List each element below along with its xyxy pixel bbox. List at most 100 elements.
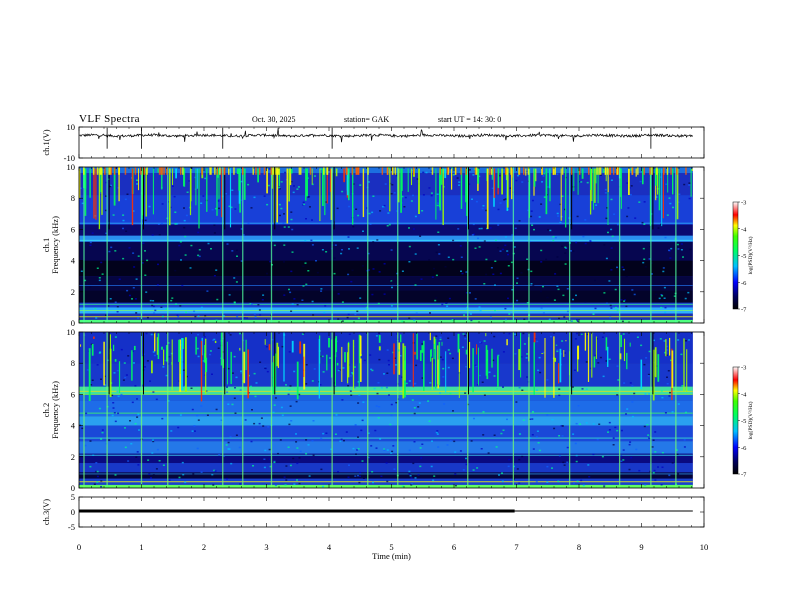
spectrogram-cell [191, 408, 194, 411]
hot-cell [588, 167, 590, 175]
spectrogram-cell [380, 475, 383, 477]
spectrogram-cell [249, 303, 252, 305]
spectrogram-cell [301, 299, 304, 301]
spectrogram-cell [471, 234, 474, 236]
spectrogram-cell [599, 356, 602, 359]
hot-cell [604, 167, 607, 175]
spectrogram-cell [683, 446, 686, 448]
spectrogram-cell [357, 317, 360, 320]
spectrogram-cell [626, 215, 629, 218]
spectrogram-cell [310, 239, 313, 242]
spectrogram-cell [217, 200, 220, 202]
spectrogram-cell [278, 186, 281, 189]
spectrogram-cell [576, 332, 578, 335]
spectrogram-cell [383, 449, 386, 451]
spectrogram-cell [502, 429, 505, 431]
spectrogram-cell [605, 257, 608, 260]
spectrogram-cell [422, 194, 425, 196]
spectrogram-cell [625, 413, 627, 415]
spectrogram-cell [373, 387, 376, 390]
spectrogram-cell [215, 207, 218, 210]
spectrogram-cell [355, 453, 357, 455]
hot-cell [454, 167, 457, 175]
spectrogram-cell [280, 181, 283, 183]
spectrogram-cell [501, 248, 504, 251]
spectrogram-cell [408, 227, 410, 229]
spectrogram-cell [285, 384, 287, 386]
spectrogram-cell [597, 362, 600, 364]
spectrogram-cell [582, 484, 585, 487]
spectrogram-band [79, 453, 693, 464]
spectrogram-cell [298, 393, 301, 396]
spectrogram-cell [635, 448, 638, 451]
spectrogram-cell [677, 339, 680, 341]
spectrogram-cell [273, 460, 276, 463]
hot-cell [277, 167, 279, 175]
spectrogram-cell [395, 401, 398, 404]
spectrogram-cell [158, 460, 161, 462]
spectrogram-cell [668, 249, 670, 252]
spectrogram-cell [177, 426, 180, 429]
spectrogram-cell [520, 272, 523, 274]
spectrogram-cell [377, 382, 380, 384]
spectrogram-cell [629, 193, 632, 196]
spectrogram-cell [325, 201, 328, 203]
spectrogram-cell [231, 250, 234, 252]
spectrogram-band [79, 400, 693, 417]
spectrogram-cell [89, 465, 92, 468]
waveform-trace [78, 128, 694, 143]
spectrogram-cell [526, 353, 529, 355]
spectrogram-cell [470, 440, 473, 442]
spectrogram-cell [598, 423, 601, 425]
spectrogram-cell [81, 202, 84, 205]
spectrogram-cell [260, 417, 263, 419]
spectrogram-cell [564, 208, 566, 211]
hot-cell [598, 167, 600, 175]
spectrogram-cell [98, 352, 101, 354]
spectrogram-cell [429, 382, 432, 384]
spectrogram-cell [137, 317, 140, 319]
spectrogram-cell [421, 443, 424, 445]
hot-cell [663, 167, 665, 175]
spectrogram-cell [357, 474, 359, 477]
spectrogram-band [79, 319, 693, 323]
spectrogram-cell [308, 475, 311, 477]
spectrogram-cell [174, 211, 177, 213]
spectrogram-cell [472, 174, 475, 176]
spectrogram-cell [353, 366, 356, 368]
spectrogram-cell [268, 458, 271, 461]
colorbar-label: log(PSD)(V²/Hz) [747, 401, 754, 439]
spectrogram-cell [417, 406, 420, 408]
spectrogram-cell [320, 355, 323, 358]
spectrogram-cell [341, 320, 344, 322]
spectrogram-cell [383, 373, 385, 375]
spectrogram-cell [238, 446, 241, 449]
spectrogram-cell [391, 450, 394, 453]
spectrogram-cell [587, 464, 590, 466]
spectrogram-cell [92, 454, 95, 456]
spectrogram-cell [676, 243, 679, 246]
spectrogram-cell [302, 265, 305, 267]
spectrogram-band [79, 484, 693, 488]
spectrogram-cell [430, 465, 433, 468]
spectrogram-cell [385, 386, 388, 389]
spectrogram-cell [230, 206, 233, 209]
spectrogram-cell [362, 265, 364, 267]
spectrogram-cell [566, 461, 569, 463]
spectrogram-cell [605, 360, 608, 362]
spectrogram-cell [244, 419, 247, 421]
hot-cell [489, 167, 491, 175]
spectrogram-cell [441, 303, 444, 306]
spectrogram-cell [664, 412, 667, 414]
spectrogram-cell [538, 356, 541, 359]
spectrogram-cell [518, 458, 521, 461]
spectrogram-cell [231, 372, 234, 374]
spectrogram-cell [404, 196, 407, 199]
spectrogram-cell [499, 250, 502, 252]
spectrogram-cell [403, 206, 406, 208]
spectrogram-cell [668, 474, 671, 477]
spectrogram-cell [506, 250, 509, 252]
spectrogram-cell [369, 354, 372, 356]
spectrogram-cell [95, 317, 98, 319]
spectrogram-cell [610, 247, 613, 249]
